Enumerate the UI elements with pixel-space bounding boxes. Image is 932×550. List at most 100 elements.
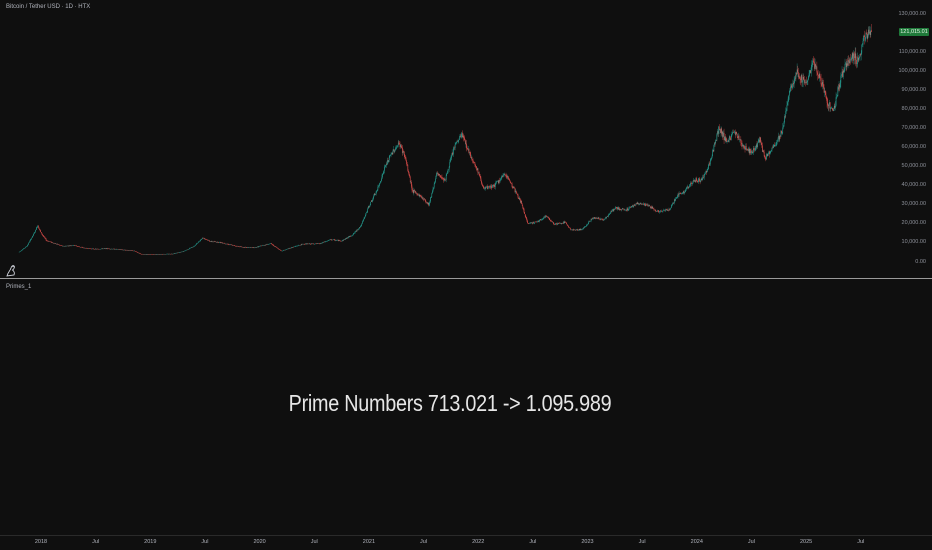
candle-body xyxy=(738,135,740,141)
price-axis-tick: 110,000.00 xyxy=(898,49,926,56)
candle-body xyxy=(616,207,618,209)
candle-body xyxy=(466,143,467,149)
candle-body xyxy=(278,248,279,250)
candle-body xyxy=(363,219,364,221)
candle-body xyxy=(517,194,519,198)
candle-body xyxy=(637,202,639,204)
candle-body xyxy=(714,142,715,146)
candle-body xyxy=(383,170,385,174)
candle-body xyxy=(540,219,542,221)
candle-body xyxy=(481,180,482,184)
pane-divider[interactable] xyxy=(0,278,932,279)
candle-body xyxy=(822,82,824,85)
price-chart[interactable] xyxy=(0,0,932,278)
candle-body xyxy=(283,249,285,251)
candle-body xyxy=(730,138,731,141)
candle-body xyxy=(211,241,213,242)
candle-body xyxy=(794,78,796,82)
indicator-text: Prime Numbers 713.021 -> 1.095.989 xyxy=(288,390,612,416)
candle-body xyxy=(460,135,461,138)
candle-body xyxy=(735,132,737,135)
candle-body xyxy=(266,244,268,245)
candle-body xyxy=(762,145,763,152)
candle-body xyxy=(629,207,630,209)
candle-body xyxy=(777,138,779,141)
candle-body xyxy=(862,41,864,45)
candle-body xyxy=(706,170,707,173)
indicator-label[interactable]: Primes_1 xyxy=(6,284,32,290)
candle-body xyxy=(387,160,388,165)
candle-body xyxy=(502,174,504,178)
candle-body xyxy=(330,239,331,240)
candle-body xyxy=(676,197,678,198)
candle-body xyxy=(608,214,609,217)
candle-body xyxy=(810,70,812,73)
candle-body xyxy=(347,237,348,239)
candle-body xyxy=(748,148,750,153)
candle-body xyxy=(865,37,866,41)
candle-body xyxy=(480,177,482,181)
candle-body xyxy=(670,207,672,210)
tradingview-logo-icon[interactable] xyxy=(5,263,17,277)
candle-body xyxy=(753,148,754,153)
candle-body xyxy=(374,193,376,195)
candle-body xyxy=(487,186,488,189)
price-axis-tick: 10,000.00 xyxy=(901,239,926,246)
candle-body xyxy=(776,141,778,145)
candle-body xyxy=(812,60,814,62)
candle-body xyxy=(824,91,826,93)
candle-body xyxy=(636,202,638,204)
candle-body xyxy=(802,77,804,82)
candle-body xyxy=(413,189,415,193)
candle-body xyxy=(812,60,813,65)
candle-body xyxy=(442,178,444,180)
candle-body xyxy=(813,61,815,63)
candle-body xyxy=(598,217,600,219)
candle-body xyxy=(647,204,649,207)
candle-body xyxy=(521,200,522,205)
candle-body xyxy=(828,104,830,106)
candle-body xyxy=(506,175,507,178)
candle-body xyxy=(693,180,695,182)
candle-body xyxy=(675,197,677,199)
candle-body xyxy=(124,249,126,251)
candle-body xyxy=(840,75,842,83)
candle-body xyxy=(403,151,405,155)
candle-body xyxy=(339,240,341,242)
candle-body xyxy=(526,216,527,220)
candle-body xyxy=(618,207,619,210)
candle-body xyxy=(557,223,558,225)
candle-body xyxy=(537,220,539,222)
candle-body xyxy=(438,174,440,176)
candle-body xyxy=(648,205,649,207)
candle-body xyxy=(627,208,628,210)
candle-body xyxy=(824,91,825,93)
candle-body xyxy=(106,248,107,249)
candle-body xyxy=(32,235,34,237)
candle-body xyxy=(434,182,436,184)
candle-body xyxy=(444,178,445,181)
candle-body xyxy=(45,238,47,241)
candle-body xyxy=(861,44,863,53)
candle-body xyxy=(376,190,377,192)
candle-body xyxy=(720,129,721,133)
candle-body xyxy=(751,150,753,153)
candle-body xyxy=(394,148,396,151)
candle-body xyxy=(533,222,534,224)
price-axis-tick: 0.00 xyxy=(915,258,926,265)
candle-body xyxy=(456,142,457,143)
candle-body xyxy=(419,194,421,197)
candle-body xyxy=(482,184,483,187)
candle-body xyxy=(359,227,360,229)
time-axis-tick: 2024 xyxy=(690,539,703,545)
candle-body xyxy=(756,144,758,147)
candle-body xyxy=(801,75,802,80)
candle-body xyxy=(751,150,752,153)
candle-body xyxy=(403,151,404,152)
candle-body xyxy=(786,105,788,111)
candle-body xyxy=(572,229,574,231)
candle-body xyxy=(700,179,701,182)
candle-body xyxy=(479,175,481,178)
candle-body xyxy=(397,145,398,147)
time-axis-tick: Jul xyxy=(638,539,646,545)
